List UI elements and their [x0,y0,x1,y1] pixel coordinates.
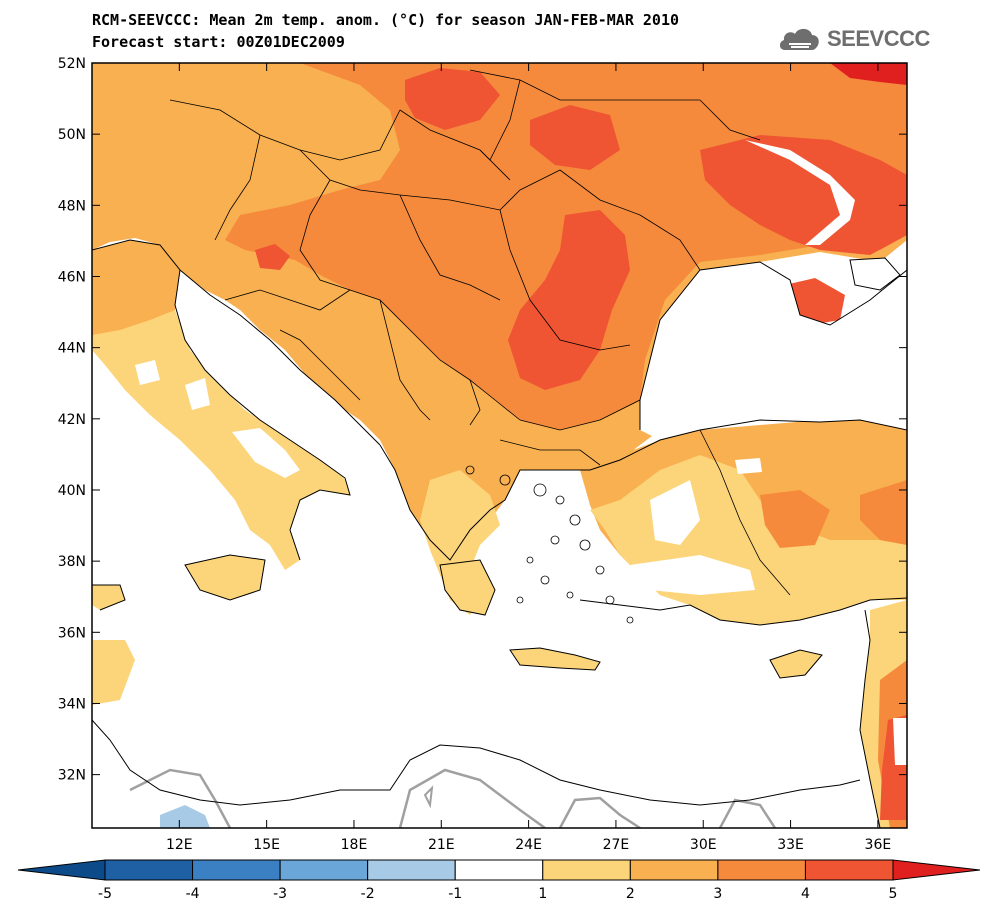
colorbar-segment [454,859,544,881]
lon-tick-label: 30E [690,837,717,853]
italy-band-1-2 [92,240,350,570]
colorbar-label: -4 [186,886,200,902]
azov-sea [850,258,900,290]
colorbar-segment [367,859,456,881]
levant-white [893,718,907,765]
map-frame [91,62,908,829]
turkey-white-patch-3 [735,458,762,474]
sicily [185,555,265,600]
forecast-start-label: Forecast start: 00Z01DEC2009 [92,33,345,51]
crete [510,648,600,670]
colorbar-label: 4 [801,886,810,902]
lon-tick-label: 33E [777,837,804,853]
lat-tick-label: 34N [58,696,86,712]
colorbar-segment [104,859,194,881]
band-4-5-belarus [530,105,620,170]
zero-contour-africa-central [398,768,546,828]
coastlines [92,239,907,828]
band-4-5-romania [508,210,630,390]
lon-tick-label: 27E [603,837,630,853]
colorbar-label: 3 [713,886,722,902]
cyprus [770,650,822,678]
zero-contour-loop [423,785,434,809]
africa-west-band-1-2 [92,640,135,705]
zero-contour-africa-east [558,796,777,828]
black-sea [640,262,907,440]
lat-tick-label: 36N [58,625,86,641]
cloud-icon [779,28,819,50]
lon-tick-label: 15E [253,837,280,853]
lon-tick-label: 18E [341,837,368,853]
band-2-3-germany [92,63,380,235]
band-4-5-poland [405,68,500,130]
country-borders [169,69,791,596]
turkey-white-patch-1 [650,480,700,545]
italy-north-band-2-3 [92,240,180,335]
zero-contour-africa-west [129,768,232,828]
lon-tick-label: 12E [166,837,193,853]
italy-white-patch-2 [185,378,210,410]
longitude-axis: 12E 15E 18E 21E 24E 27E 30E 33E 36E [166,63,891,853]
colorbar-min-arrow [17,859,106,881]
colorbar-segment [542,859,631,881]
lat-tick-label: 32N [58,768,86,784]
band-4-5-slovenia [255,244,290,270]
aegean-islands [465,465,634,624]
sardinia [92,585,125,610]
colorbar-label: -3 [273,886,287,902]
map-title: RCM-SEEVCCC: Mean 2m temp. anom. (°C) fo… [92,11,679,29]
lon-tick-label: 21E [428,837,455,853]
colorbar-segment [717,859,806,881]
lat-tick-label: 44N [58,341,86,357]
adriatic-sea [175,270,380,478]
band-4-5-ukraine [700,135,907,255]
lat-tick-label: 42N [58,412,86,428]
lon-tick-label: 36E [865,837,892,853]
seevccc-logo: SEEVCCC [777,22,930,56]
italy-white-patch-3 [232,428,300,478]
latitude-axis: 32N 34N 36N 38N 40N 42N 44N 46N 48N 50N 52N [58,56,907,784]
colorbar-label: 1 [538,886,547,902]
lat-tick-label: 38N [58,554,86,570]
lat-tick-label: 40N [58,483,86,499]
no-data-streak [745,140,855,245]
colorbar-label: -5 [98,886,112,902]
lon-tick-label: 24E [515,837,542,853]
colorbar-segment [629,859,719,881]
italy-white-patch-1 [135,360,160,385]
colorbar-label: 2 [626,886,635,902]
anomaly-field [92,63,907,828]
lat-tick-label: 50N [58,127,86,143]
lat-tick-label: 46N [58,269,86,285]
turkey-band-3-4 [760,490,830,548]
colorbar: -5 -4 -3 -2 -1 1 2 3 4 5 [17,859,981,902]
colorbar-label: -1 [448,886,462,902]
logo-text: SEEVCCC [827,26,930,51]
colorbar-max-arrow [892,859,981,881]
greece-band-1-2 [420,470,500,615]
colorbar-segment [192,859,281,881]
turkey-band-3-4-east [860,480,907,545]
colorbar-label: -2 [361,886,375,902]
lat-tick-label: 52N [58,56,86,72]
lat-tick-label: 48N [58,198,86,214]
colorbar-label: 5 [889,886,898,902]
turkey-white-patch-2 [630,555,755,595]
band-minus2-minus1-patch [160,805,210,828]
colorbar-segment [279,859,369,881]
band-above-5-northeast [830,63,907,85]
colorbar-segment [804,859,894,881]
